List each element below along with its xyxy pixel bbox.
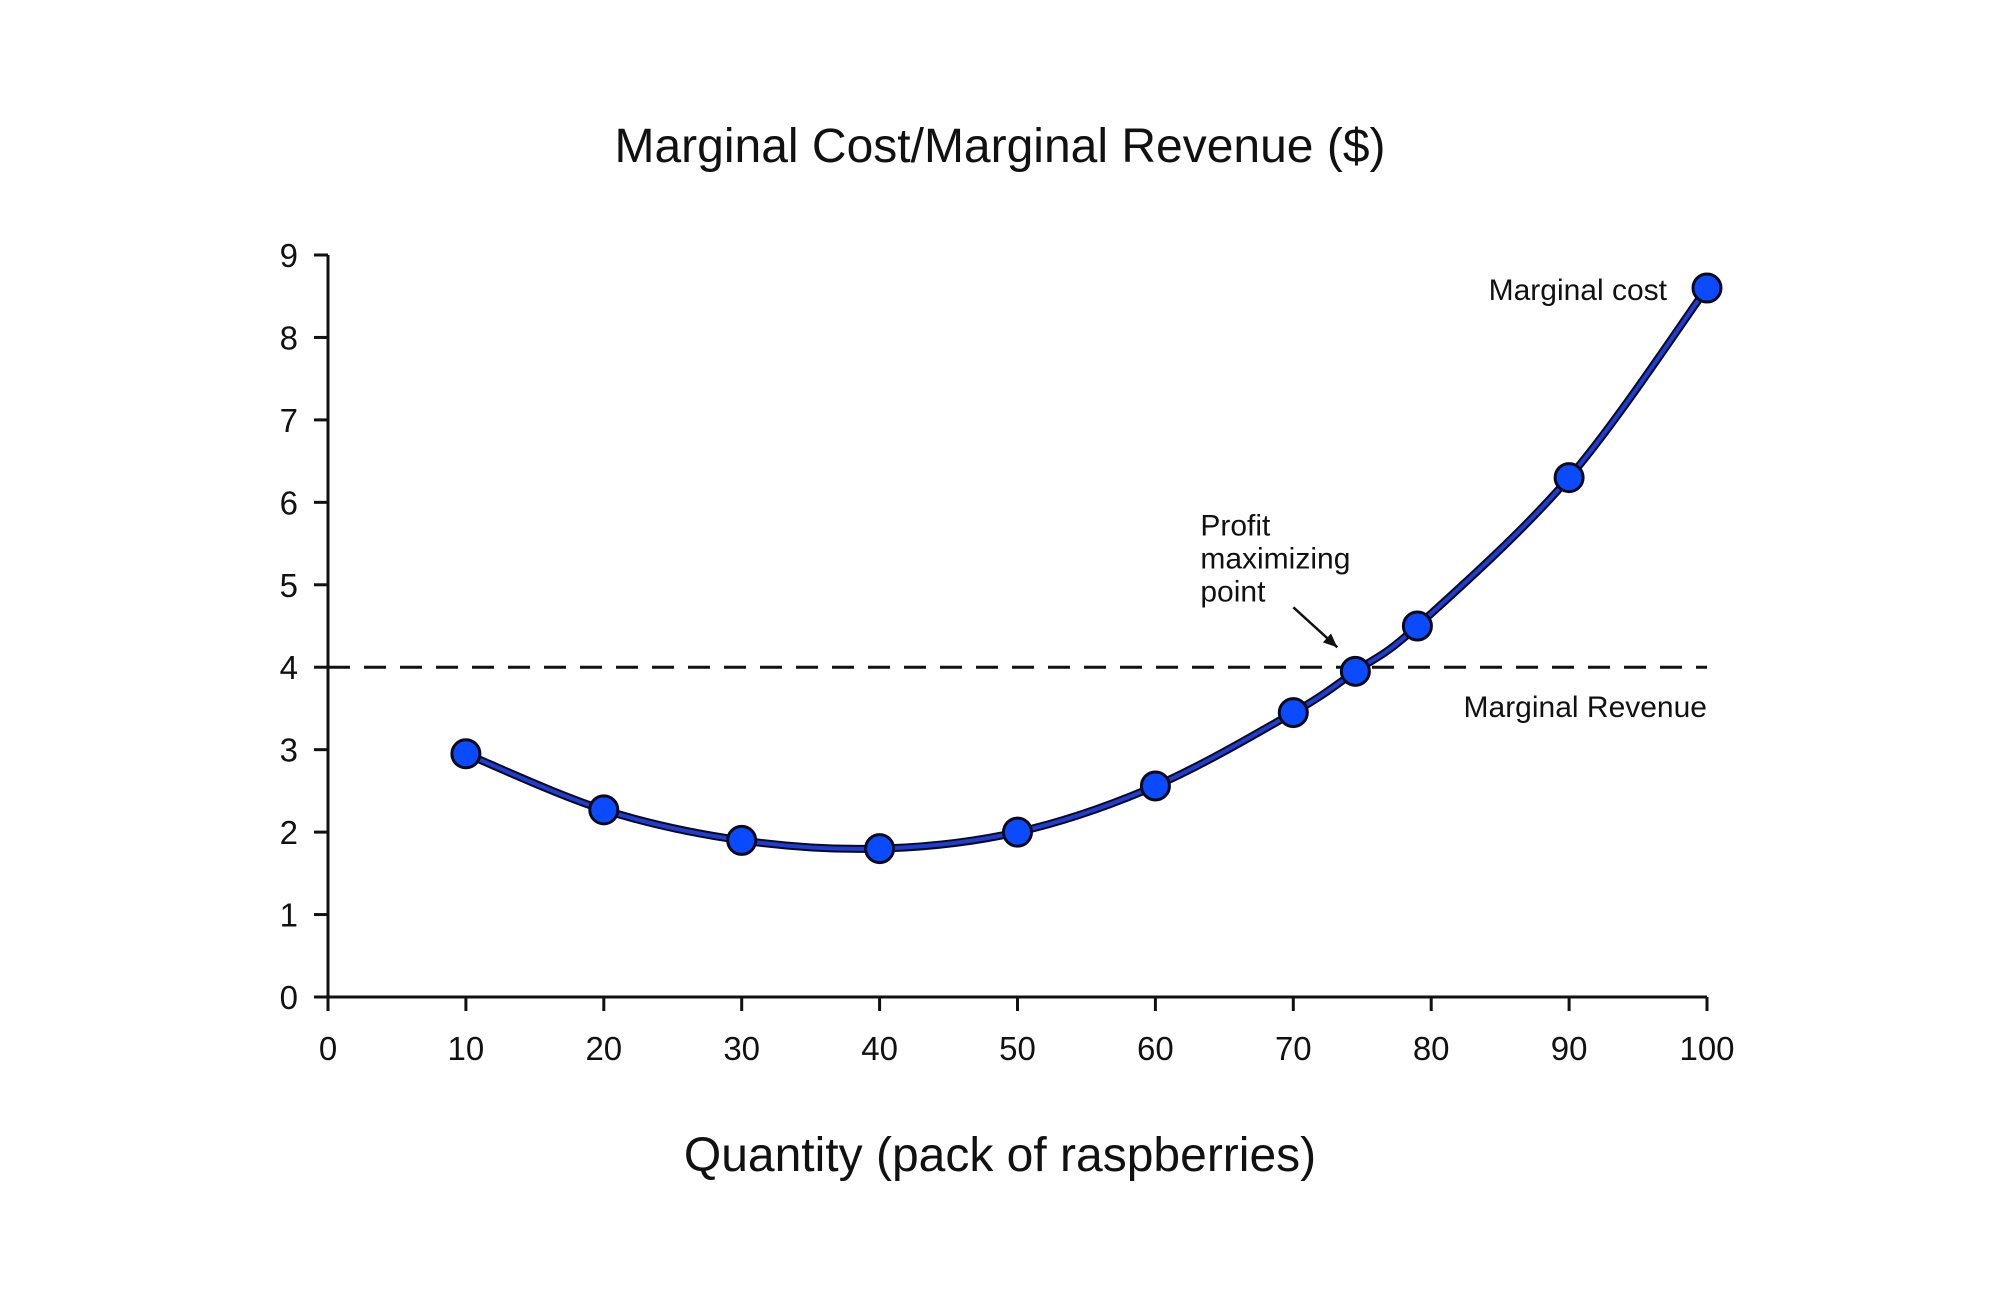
chart-title: Marginal Cost/Marginal Revenue ($) xyxy=(615,120,1386,173)
x-tick-label: 80 xyxy=(1413,1030,1450,1067)
annotation-line: maximizing xyxy=(1200,542,1350,575)
marginal-cost-curve-outline xyxy=(461,283,1711,853)
x-tick-label: 60 xyxy=(1137,1030,1174,1067)
annotation-text: Profit maximizing point xyxy=(1200,509,1350,608)
marginal-cost-point xyxy=(1139,770,1171,802)
x-tick-label: 30 xyxy=(723,1030,760,1067)
y-tick-label: 3 xyxy=(280,732,298,769)
axes xyxy=(326,255,1707,999)
marginal-cost-curve xyxy=(463,285,1709,851)
series-label-marginal-cost: Marginal cost xyxy=(1489,274,1668,307)
y-tick-label: 7 xyxy=(280,402,298,439)
y-tick-label: 6 xyxy=(280,484,298,521)
axis-ticks: 0 10 20 30 40 50 60 70 80 90 100 0 1 2 3 4 5 6 7 8 9 xyxy=(280,237,1735,1067)
marginal-cost-point xyxy=(450,738,482,770)
marginal-cost-point xyxy=(726,824,758,856)
y-tick-label: 0 xyxy=(280,979,298,1016)
annotation-arrow-head xyxy=(1322,633,1338,648)
marginal-cost-point xyxy=(1002,816,1033,848)
y-tick-label: 4 xyxy=(280,649,298,686)
y-tick-label: 2 xyxy=(280,814,298,851)
series-label-marginal-revenue: Marginal Revenue xyxy=(1464,691,1707,724)
marginal-cost-point xyxy=(1553,462,1585,494)
y-tick-label: 9 xyxy=(280,237,298,274)
x-tick-label: 90 xyxy=(1551,1030,1588,1067)
series-layer: Marginal Revenue Marginal cost xyxy=(328,272,1723,865)
annotation-line: point xyxy=(1200,575,1266,608)
annotation-layer: Profit maximizing point xyxy=(1200,509,1350,649)
y-tick-label: 5 xyxy=(280,567,298,604)
x-axis-label: Quantity (pack of raspberries) xyxy=(684,1129,1316,1182)
x-tick-label: 100 xyxy=(1679,1030,1734,1067)
marginal-cost-point xyxy=(588,794,620,826)
x-tick-label: 0 xyxy=(319,1030,337,1067)
marginal-cost-point xyxy=(1691,272,1723,304)
x-tick-label: 40 xyxy=(861,1030,898,1067)
marginal-cost-point xyxy=(1401,610,1433,642)
marginal-cost-point xyxy=(864,833,896,865)
marginal-cost-point xyxy=(1277,697,1309,729)
annotation-line: Profit xyxy=(1200,509,1271,542)
x-tick-label: 10 xyxy=(448,1030,485,1067)
marginal-cost-point xyxy=(1339,655,1371,687)
x-tick-label: 70 xyxy=(1275,1030,1312,1067)
x-tick-label: 50 xyxy=(999,1030,1036,1067)
x-tick-label: 20 xyxy=(585,1030,622,1067)
y-tick-label: 8 xyxy=(280,319,298,356)
y-tick-label: 1 xyxy=(280,897,298,934)
